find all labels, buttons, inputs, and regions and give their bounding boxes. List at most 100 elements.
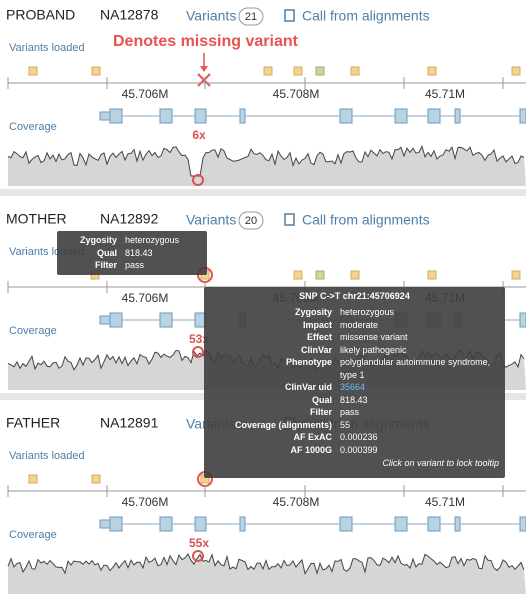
exon — [159, 312, 173, 328]
coverage-area — [8, 146, 526, 186]
variant-count: 21 — [245, 11, 257, 23]
variant[interactable] — [511, 66, 521, 76]
row-label: Effect — [306, 332, 332, 342]
exon — [394, 108, 408, 124]
exon — [454, 516, 461, 532]
tooltip-row: Coverage (alignments) 55 — [220, 419, 499, 432]
variant[interactable] — [91, 474, 101, 484]
exon — [159, 516, 173, 532]
row-value: moderate — [340, 319, 379, 330]
tooltip: SNP C->T chr21:45706924 Zygosity heterozy… — [204, 287, 505, 478]
axis-label: 45.71M — [425, 87, 465, 101]
row-value: pass — [125, 260, 145, 270]
tooltip-table: Zygosity heterozygous Impact moderate Effect… — [220, 306, 499, 456]
row-label: ClinVar — [300, 344, 332, 355]
exon — [427, 516, 441, 532]
variant[interactable] — [28, 474, 38, 484]
tooltip-row: Zygosity heterozygous — [57, 234, 183, 247]
tooltip-row: Qual 818.43 — [57, 247, 183, 260]
exon — [99, 315, 111, 325]
coverage-marker — [192, 550, 204, 562]
row-label: Phenotype — [285, 357, 332, 367]
coverage-marker — [192, 346, 204, 358]
axis-label: 45.706M — [122, 87, 169, 101]
coverage-label: Coverage — [9, 121, 57, 133]
row-label: ClinVar uid — [284, 382, 332, 392]
call-link[interactable]: Call from alignments — [302, 8, 430, 24]
exon — [427, 108, 441, 124]
variant[interactable] — [427, 66, 437, 76]
exon — [99, 519, 111, 529]
exon — [99, 111, 111, 121]
coverage-marker — [192, 174, 204, 186]
exon — [519, 108, 526, 124]
row-value: polyglandular autoimmune syndrome, type … — [340, 357, 491, 380]
axis-label: 45.708M — [273, 87, 320, 101]
variant[interactable] — [293, 66, 303, 76]
row-label: AF ExAC — [293, 432, 332, 442]
row-value[interactable]: 35664 — [340, 382, 366, 392]
variant[interactable] — [293, 270, 303, 280]
row-value: 818.43 — [125, 247, 153, 258]
tooltip-row: Phenotype polyglandular autoimmune syndro… — [220, 356, 499, 381]
tooltip-row: Impact moderate — [220, 319, 499, 332]
exon — [394, 516, 408, 532]
variant[interactable] — [315, 66, 325, 76]
row-label: Impact — [302, 319, 332, 330]
exon — [194, 108, 207, 124]
exon — [159, 108, 173, 124]
tooltip-row: ClinVar uid 35664 — [220, 381, 499, 394]
variant[interactable] — [427, 270, 437, 280]
exon — [239, 108, 246, 124]
call-link[interactable]: Call from alignments — [302, 212, 430, 228]
axis-label: 45.706M — [122, 495, 169, 509]
tooltip-row: AF ExAC 0.000236 — [220, 431, 499, 444]
variants-label: Variants — [186, 212, 236, 228]
coverage-value: 55x — [189, 536, 209, 550]
tooltip-row: Effect missense variant — [220, 331, 499, 344]
row-label: Zygosity — [294, 307, 332, 317]
row-value: 55 — [340, 419, 351, 430]
variant[interactable] — [511, 270, 521, 280]
row-label: Zygosity — [79, 235, 117, 245]
coverage-label: Coverage — [9, 529, 57, 541]
tooltip-row: Zygosity heterozygous — [220, 306, 499, 319]
row-label: Coverage (alignments) — [234, 419, 332, 430]
count-badge — [238, 7, 264, 26]
variant[interactable] — [315, 270, 325, 280]
row-label: Qual — [96, 247, 117, 258]
row-label: Filter — [94, 260, 117, 270]
exon — [194, 516, 207, 532]
tooltip-table: Zygosity heterozygous Qual 818.43 Filter pass — [57, 234, 183, 272]
variant[interactable] — [28, 66, 38, 76]
sample-id: NA12878 — [100, 7, 159, 23]
exon — [339, 108, 353, 124]
tooltip-row: AF 1000G 0.000399 — [220, 444, 499, 457]
search-icon — [284, 9, 295, 22]
tooltip-title: SNP C->T chr21:45706924 — [299, 291, 410, 301]
coverage-line — [7, 553, 525, 576]
variant[interactable] — [350, 270, 360, 280]
variant[interactable] — [350, 66, 360, 76]
exon — [109, 312, 123, 328]
annotation: Denotes missing variant — [113, 33, 299, 50]
exon — [109, 108, 123, 124]
role: FATHER — [6, 415, 60, 431]
role: MOTHER — [6, 211, 67, 227]
tooltip-row: ClinVar likely pathogenic — [220, 344, 499, 357]
role: PROBAND — [6, 7, 75, 23]
panel: FATHERNA12891VariantsCall from alignment… — [6, 415, 526, 594]
row-value: heterozygous — [340, 307, 395, 317]
row-value: 0.000399 — [340, 444, 378, 455]
count-badge — [238, 211, 264, 230]
exon — [339, 516, 353, 532]
sample-id: NA12892 — [100, 211, 159, 227]
variant[interactable] — [263, 66, 273, 76]
exon — [454, 108, 461, 124]
tooltip-row: Qual 818.43 — [220, 394, 499, 407]
missing-variant — [197, 73, 211, 87]
variant[interactable] — [91, 66, 101, 76]
row-value: pass — [340, 407, 360, 417]
row-label: AF 1000G — [290, 444, 332, 455]
